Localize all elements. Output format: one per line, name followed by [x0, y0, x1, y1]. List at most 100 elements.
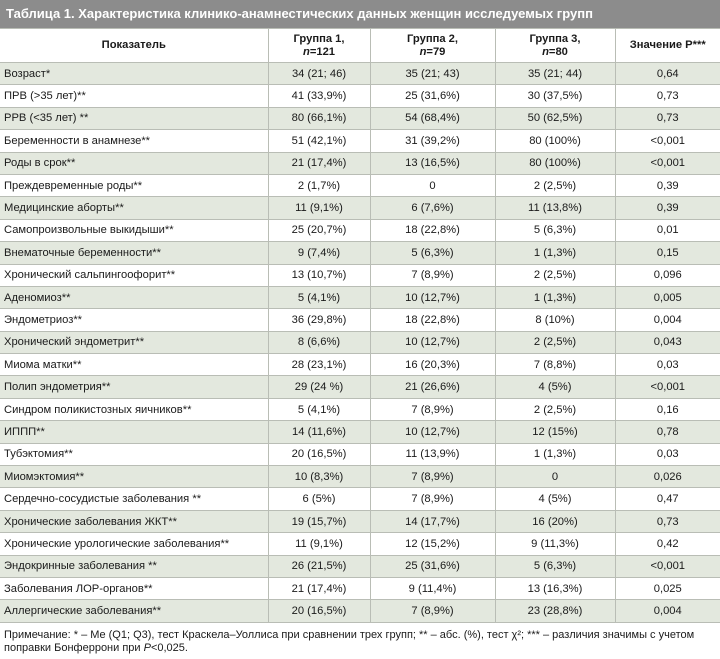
table-cell: 11 (9,1%) [267, 196, 371, 220]
table-cell: 5 (6,3%) [494, 554, 616, 578]
header-text: =121 [309, 45, 336, 58]
table-row: Хронические урологические заболевания** 1… [0, 532, 720, 556]
row-label: Возраст* [0, 61, 269, 86]
table-cell: 19 (15,7%) [267, 509, 371, 534]
footnote-text: Примечание: * – Me (Q1; Q3), тест Краске… [4, 628, 695, 654]
table-cell: 5 (4,1%) [267, 397, 371, 422]
table-cell: 5 (6,3%) [494, 218, 616, 243]
table-cell: 18 (22,8%) [369, 308, 496, 332]
table-cell: <0,001 [614, 129, 720, 153]
table-cell: 14 (17,7%) [369, 509, 496, 534]
table-cell: 35 (21; 44) [494, 61, 616, 86]
header-row: Показатель Группа 1, n=121 Группа 2, n=79 Гру… [0, 28, 720, 63]
table-cell: 13 (16,3%) [494, 576, 616, 601]
table-cell: 4 (5%) [494, 375, 616, 399]
table-cell: 0,64 [614, 61, 720, 86]
table-cell: <0,001 [614, 554, 720, 578]
table-cell: 31 (39,2%) [369, 129, 496, 153]
table-cell: 2 (2,5%) [494, 397, 616, 422]
row-label: Преждевременные роды** [0, 173, 269, 198]
table-cell: 0,01 [614, 218, 720, 243]
table-cell: 2 (2,5%) [494, 330, 616, 355]
table-cell: 51 (42,1%) [267, 129, 371, 153]
row-label: Миома матки** [0, 353, 269, 377]
table-cell: 7 (8,9%) [369, 599, 496, 623]
table-cell: 18 (22,8%) [369, 218, 496, 243]
table-cell: 1 (1,3%) [494, 442, 616, 467]
table-cell: 0,03 [614, 353, 720, 377]
row-label: Миомэктомия** [0, 465, 269, 489]
table-row: ИППП** 14 (11,6%) 10 (12,7%) 12 (15%) 0,78 [0, 420, 720, 444]
table-row: Синдром поликистозных яичников** 5 (4,1%)… [0, 397, 720, 422]
table-cell: 10 (12,7%) [369, 420, 496, 444]
table-cell: 9 (7,4%) [267, 241, 371, 265]
table-cell: 8 (10%) [494, 308, 616, 332]
table-cell: 2 (2,5%) [494, 173, 616, 198]
row-label: Полип эндометрия** [0, 375, 269, 399]
table-cell: 30 (37,5%) [494, 84, 616, 108]
table-cell: 0,47 [614, 487, 720, 511]
table-cell: 80 (100%) [494, 129, 616, 153]
table-cell: 11 (13,9%) [369, 442, 496, 467]
table-cell: 10 (12,7%) [369, 285, 496, 310]
table-row: Полип эндометрия** 29 (24 %) 21 (26,6%) 4 (… [0, 375, 720, 399]
table-cell: 0,004 [614, 599, 720, 623]
table-cell: 25 (20,7%) [267, 218, 371, 243]
table-cell: 2 (1,7%) [267, 173, 371, 198]
table-cell: <0,001 [614, 375, 720, 399]
table-cell: 9 (11,4%) [369, 576, 496, 601]
table-cell: 35 (21; 43) [369, 61, 496, 86]
table-cell: 8 (6,6%) [267, 330, 371, 355]
table-cell: 0 [494, 465, 616, 489]
table-cell: 0,096 [614, 263, 720, 287]
table-cell: 21 (17,4%) [267, 151, 371, 175]
table-cell: 12 (15%) [494, 420, 616, 444]
row-label: Самопроизвольные выкидыши** [0, 218, 269, 243]
table-row: Роды в срок** 21 (17,4%) 13 (16,5%) 80 (100… [0, 151, 720, 175]
table-cell: 28 (23,1%) [267, 353, 371, 377]
header-text: Группа 2, [407, 32, 458, 45]
header-text: Группа 3, [529, 32, 581, 45]
header-text: Группа 1, [293, 32, 345, 45]
header-text: Показатель [101, 39, 166, 51]
row-label: Внематочные беременности** [0, 241, 269, 265]
table-cell: 0,026 [614, 465, 720, 489]
header-cell: Группа 3, n=80 [494, 28, 616, 63]
table-cell: 20 (16,5%) [267, 442, 371, 467]
row-label: Роды в срок** [0, 151, 269, 175]
table-cell: 25 (31,6%) [369, 84, 496, 108]
table-cell: 1 (1,3%) [494, 285, 616, 310]
header-cell: Показатель [0, 28, 269, 63]
footnote-text: <0,025. [150, 641, 188, 654]
table-cell: 25 (31,6%) [369, 554, 496, 578]
table-cell: <0,001 [614, 151, 720, 175]
table-row: Самопроизвольные выкидыши** 25 (20,7%) 18 … [0, 218, 720, 243]
row-label: ИППП** [0, 420, 269, 444]
table-cell: 9 (11,3%) [494, 532, 616, 556]
header-cell: Группа 1, n=121 [267, 28, 371, 63]
table-cell: 11 (9,1%) [267, 532, 371, 556]
table-cell: 6 (5%) [267, 487, 371, 511]
table-cell: 26 (21,5%) [267, 554, 371, 578]
table-cell: 13 (10,7%) [267, 263, 371, 287]
table-row: Возраст* 34 (21; 46) 35 (21; 43) 35 (21; 44… [0, 61, 720, 86]
table-row: Миома матки** 28 (23,1%) 16 (20,3%) 7 (8,8%… [0, 353, 720, 377]
table-row: Хронический сальпингоофорит** 13 (10,7%) 7… [0, 263, 720, 287]
table-row: Хронические заболевания ЖКТ** 19 (15,7%) 1… [0, 509, 720, 534]
table-row: Медицинские аборты** 11 (9,1%) 6 (7,6%) 11 … [0, 196, 720, 220]
table-cell: 0,78 [614, 420, 720, 444]
table-cell: 21 (17,4%) [267, 576, 371, 601]
table-cell: 41 (33,9%) [267, 84, 371, 108]
table-row: Эндометриоз** 36 (29,8%) 18 (22,8%) 8 (10%)… [0, 308, 720, 332]
table-cell: 11 (13,8%) [494, 196, 616, 220]
table-cell: 0,42 [614, 532, 720, 556]
header-cell: Группа 2, n=79 [369, 28, 496, 63]
row-label: ПРВ (>35 лет)** [0, 84, 269, 108]
table-row: Тубэктомия** 20 (16,5%) 11 (13,9%) 1 (1,3%)… [0, 442, 720, 467]
table-cell: 80 (100%) [494, 151, 616, 175]
row-label: Хронический эндометрит** [0, 330, 269, 355]
table-cell: 7 (8,8%) [494, 353, 616, 377]
table-cell: 16 (20,3%) [369, 353, 496, 377]
header-text: n [542, 45, 549, 58]
